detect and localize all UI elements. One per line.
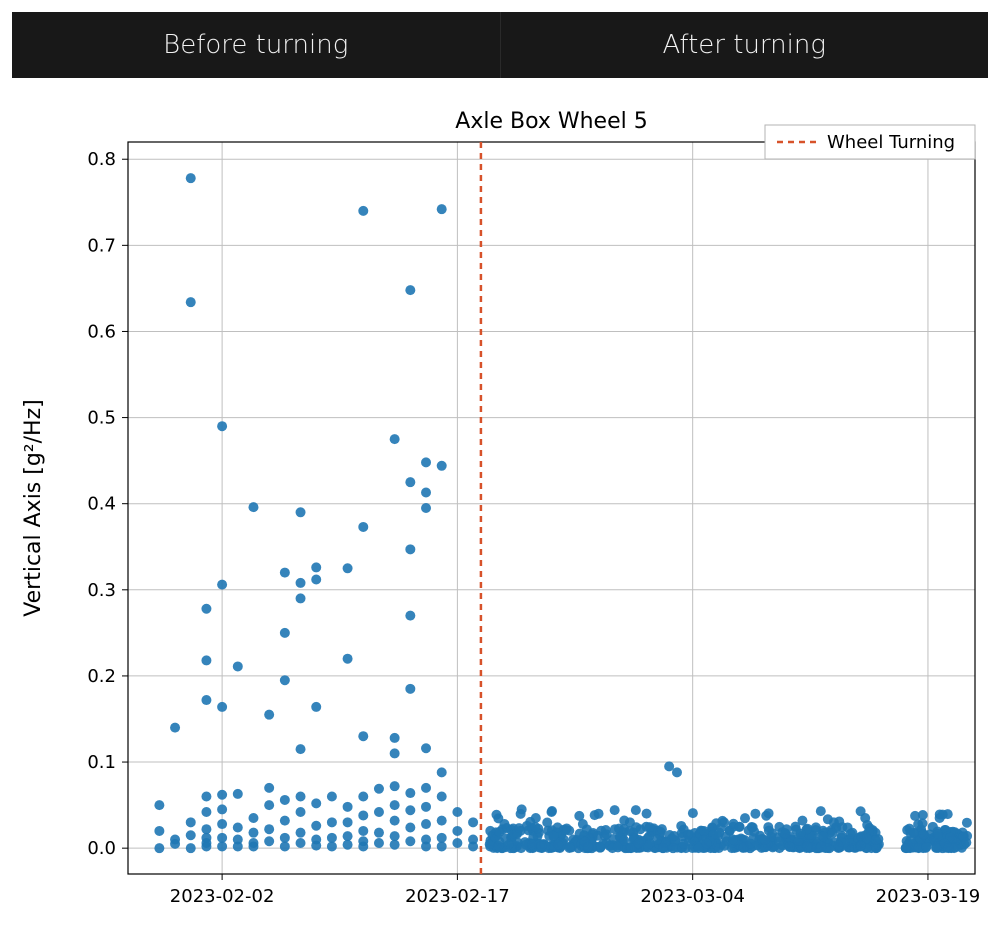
header-bar: Before turning After turning bbox=[12, 12, 988, 78]
svg-text:0.1: 0.1 bbox=[87, 752, 116, 773]
svg-text:0.3: 0.3 bbox=[87, 580, 116, 601]
chart: 0.0 0.1 0.2 0.3 0.4 0.5 0.6 0.7 0.8 2023-02-02 202… bbox=[0, 96, 1000, 938]
svg-text:0.0: 0.0 bbox=[87, 838, 116, 859]
svg-text:0.7: 0.7 bbox=[87, 235, 116, 256]
svg-text:Vertical Axis [g²/Hz]: Vertical Axis [g²/Hz] bbox=[21, 399, 46, 616]
svg-text:0.6: 0.6 bbox=[87, 321, 116, 342]
svg-text:2023-03-04: 2023-03-04 bbox=[640, 886, 745, 907]
svg-text:0.8: 0.8 bbox=[87, 149, 116, 170]
header-before-label: Before turning bbox=[12, 30, 500, 60]
svg-text:2023-03-19: 2023-03-19 bbox=[876, 886, 981, 907]
svg-text:Wheel Turning: Wheel Turning bbox=[827, 132, 955, 153]
svg-text:0.2: 0.2 bbox=[87, 666, 116, 687]
header-after-label: After turning bbox=[501, 30, 989, 60]
svg-text:0.4: 0.4 bbox=[87, 494, 116, 515]
svg-text:2023-02-17: 2023-02-17 bbox=[405, 886, 510, 907]
svg-text:0.5: 0.5 bbox=[87, 408, 116, 429]
svg-text:Axle Box Wheel 5: Axle Box Wheel 5 bbox=[455, 109, 647, 134]
svg-text:2023-02-02: 2023-02-02 bbox=[170, 886, 275, 907]
